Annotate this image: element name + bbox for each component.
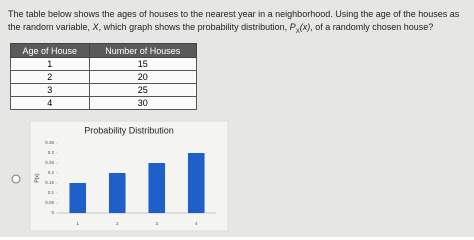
y-axis-label: P(x) bbox=[34, 173, 40, 183]
table-cell: 25 bbox=[88, 83, 197, 97]
question-text: , which graph shows the probability dist… bbox=[98, 22, 290, 32]
question-text: (x) bbox=[299, 22, 311, 32]
y-tick-label: 0.25 bbox=[45, 160, 54, 165]
bar bbox=[187, 153, 205, 213]
y-tick-label: 0.1 bbox=[48, 190, 55, 195]
question-text: X bbox=[92, 22, 99, 32]
table-cell: 2 bbox=[10, 70, 90, 84]
question-text: P bbox=[289, 22, 296, 32]
chart-title: Probability Distribution bbox=[84, 125, 174, 135]
bar bbox=[148, 163, 166, 213]
question-text: The table below shows the ages of houses… bbox=[8, 9, 460, 32]
y-tick-label: 0.3 bbox=[48, 150, 55, 155]
x-tick-label: 3 bbox=[155, 221, 158, 226]
x-tick-label: 2 bbox=[116, 221, 119, 226]
table-cell: 30 bbox=[88, 96, 197, 110]
y-tick-label: 0.35 bbox=[45, 140, 54, 145]
question: The table below shows the ages of houses… bbox=[8, 8, 470, 39]
bar bbox=[108, 173, 126, 213]
y-tick-label: 0.05 bbox=[45, 200, 54, 205]
question-text: , of a randomly chosen house? bbox=[310, 22, 434, 32]
table-cell: 3 bbox=[10, 83, 90, 97]
question-text: X bbox=[295, 28, 300, 35]
y-tick-label: 0.2 bbox=[48, 170, 55, 175]
y-tick-label: 0 bbox=[51, 210, 54, 215]
radio-button[interactable] bbox=[11, 174, 21, 184]
x-tick-label: 1 bbox=[76, 221, 79, 226]
y-tick-label: 0.15 bbox=[45, 180, 54, 185]
x-tick-label: 4 bbox=[195, 221, 198, 226]
bar bbox=[69, 183, 87, 213]
table: Age of House Number of Houses 1 15 2 20 3 25… bbox=[10, 43, 197, 110]
table-cell: 1 bbox=[10, 57, 90, 71]
